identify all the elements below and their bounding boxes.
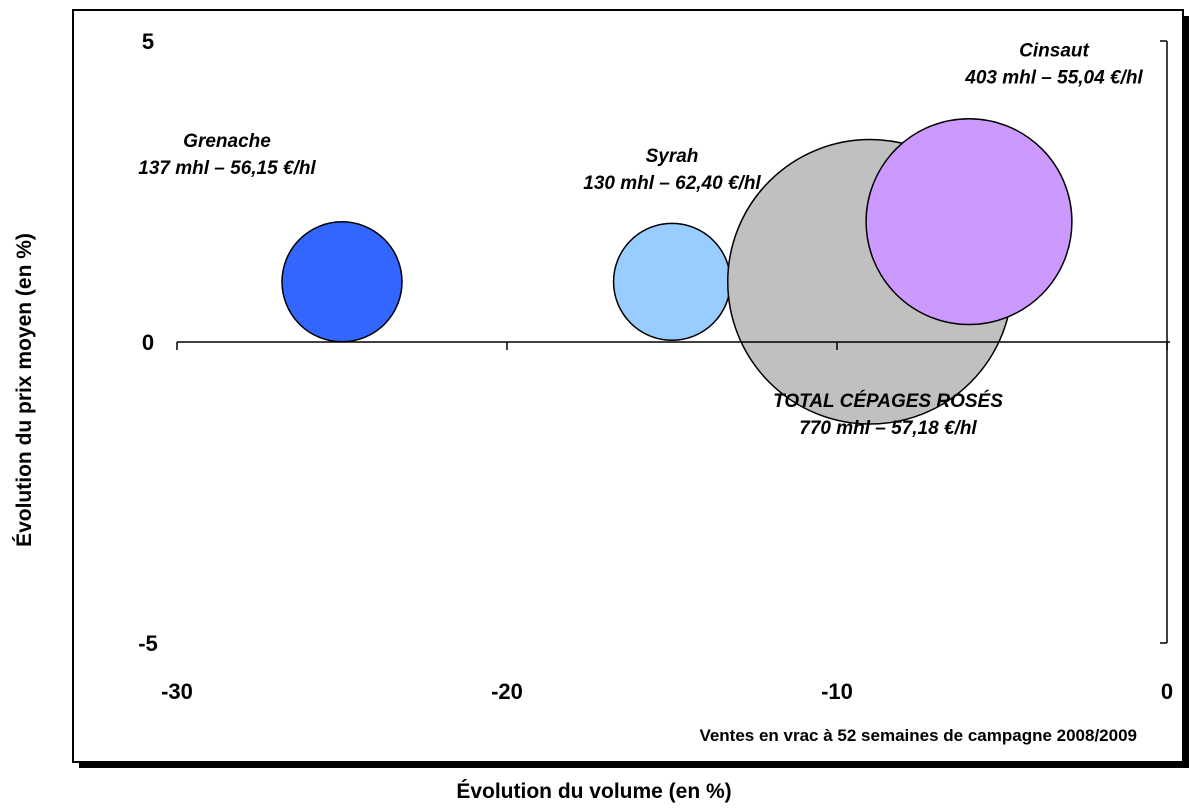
y-tick-labels: -5 0 5 — [138, 29, 158, 656]
x-tick-label: -30 — [161, 679, 193, 704]
y-tick-label: 5 — [142, 29, 154, 54]
y-tick-label: 0 — [142, 330, 154, 355]
bubble-cinsaut — [865, 117, 1073, 326]
bubble-syrah — [612, 222, 732, 341]
x-ticks — [176, 342, 1168, 350]
bubbles-layer — [281, 117, 1073, 425]
bubble-name-label: Syrah — [646, 146, 699, 167]
x-tick-labels: -30 -20 -10 0 — [161, 679, 1173, 704]
bubble-detail-label: 137 mhl – 56,15 €/hl — [138, 158, 316, 179]
x-tick-label: -10 — [821, 679, 853, 704]
bubble-name-label: Grenache — [183, 131, 271, 152]
source-note: Ventes en vrac à 52 semaines de campagne… — [699, 726, 1137, 745]
x-axis-title: Évolution du volume (en %) — [456, 780, 731, 803]
x-tick-label: -20 — [491, 679, 523, 704]
bubble-name-label: Cinsaut — [1019, 41, 1089, 62]
bubble-detail-label: 770 mhl – 57,18 €/hl — [799, 418, 977, 439]
bubble-grenache — [281, 221, 403, 343]
bubble-labels: Grenache 137 mhl – 56,15 €/hl Syrah 130 mhl… — [138, 41, 1143, 439]
x-tick-label: 0 — [1161, 679, 1173, 704]
plot-frame — [72, 9, 1184, 763]
y-axis-title: Évolution du prix moyen (en %) — [13, 233, 36, 547]
bubble-detail-label: 130 mhl – 62,40 €/hl — [583, 173, 761, 194]
bubble-name-label: TOTAL CÉPAGES ROSÉS — [773, 390, 1003, 412]
y-tick-label: -5 — [138, 631, 158, 656]
bubble-detail-label: 403 mhl – 55,04 €/hl — [964, 68, 1143, 89]
